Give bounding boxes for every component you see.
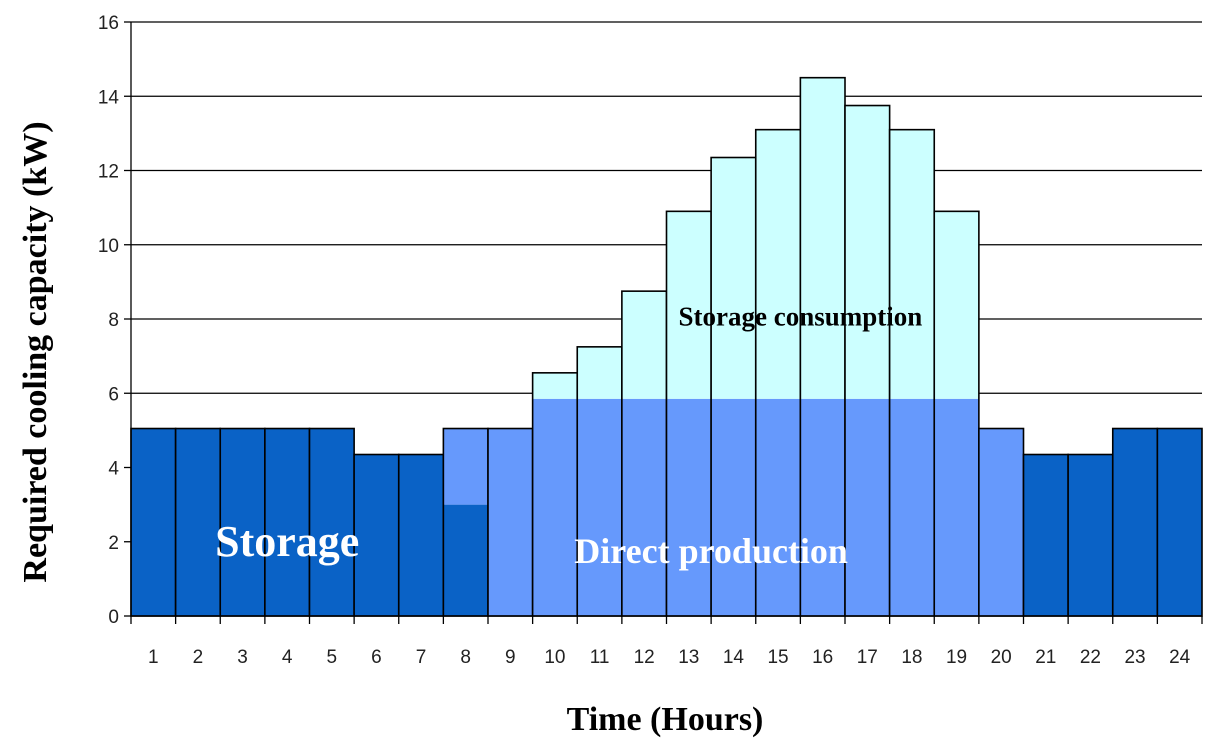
- annotations: Storage Direct production Storage consumpt…: [215, 302, 922, 572]
- y-tick-label: 8: [108, 310, 119, 331]
- x-tick-label: 18: [901, 647, 922, 668]
- annotation-storage-consumption: Storage consumption: [678, 302, 922, 332]
- x-tick-label: 17: [857, 647, 878, 668]
- bar-direct-production-8: [443, 428, 488, 505]
- bar-storage-8: [443, 504, 488, 616]
- bar-storage-23: [1112, 428, 1158, 616]
- x-tick-label: 5: [327, 647, 338, 668]
- bar-storage-4: [264, 428, 310, 616]
- x-tick-label: 21: [1035, 647, 1056, 668]
- bar-direct-production-19: [934, 398, 979, 616]
- x-tick-label: 8: [460, 647, 471, 668]
- bar-storage-3: [220, 428, 265, 616]
- bar-storage-consumption-14: [711, 157, 756, 399]
- x-tick-label: 3: [237, 647, 248, 668]
- x-tick-label: 13: [678, 647, 699, 668]
- bar-storage-consumption-16: [800, 77, 845, 399]
- y-tick-label: 14: [98, 87, 120, 108]
- x-tick-label: 2: [193, 647, 204, 668]
- y-tick-label: 2: [108, 533, 119, 554]
- bar-storage-consumption-11: [577, 346, 622, 399]
- x-tick-label: 20: [991, 647, 1012, 668]
- x-tick-label: 7: [416, 647, 427, 668]
- x-tick-label: 9: [505, 647, 516, 668]
- bar-direct-production-11: [577, 398, 622, 616]
- y-tick-label: 0: [108, 607, 119, 628]
- x-tick-label: 6: [371, 647, 382, 668]
- bar-storage-consumption-10: [532, 372, 578, 399]
- y-axis-label: Required cooling capacity (kW): [17, 121, 54, 582]
- annotation-storage: Storage: [215, 517, 359, 566]
- bar-storage-22: [1068, 454, 1113, 616]
- x-tick-label: 1: [148, 647, 159, 668]
- bar-direct-production-9: [488, 428, 533, 616]
- bar-storage-consumption-18: [889, 129, 935, 399]
- bar-direct-production-12: [621, 398, 667, 616]
- bar-storage-7: [398, 454, 444, 616]
- bar-storage-1: [131, 428, 176, 616]
- x-tick-labels: 1 2 3 4 5 6 7 8 9 10 11 12 13 14 15 16 17 18 19 20 21 22 23 24: [148, 647, 1191, 668]
- y-tick-labels: 0 2 4 6 8 10 12 14 16: [98, 13, 120, 628]
- bar-storage-5: [309, 428, 355, 616]
- bar-storage-consumption-19: [934, 211, 979, 399]
- x-tick-label: 23: [1124, 647, 1145, 668]
- bar-direct-production-10: [532, 398, 578, 616]
- y-tick-label: 10: [98, 236, 119, 257]
- x-tick-label: 10: [544, 647, 565, 668]
- y-tick-label: 12: [98, 162, 119, 183]
- bar-direct-production-15: [755, 398, 801, 616]
- x-tick-label: 22: [1080, 647, 1101, 668]
- bar-storage-consumption-15: [755, 129, 801, 399]
- axes: [124, 21, 1203, 624]
- bar-direct-production-13: [666, 398, 712, 616]
- x-tick-label: 19: [946, 647, 967, 668]
- y-tick-label: 4: [108, 459, 119, 480]
- bar-direct-production-14: [711, 398, 756, 616]
- bar-direct-production-17: [845, 398, 890, 616]
- annotation-direct-production: Direct production: [574, 531, 848, 571]
- bar-storage-consumption-17: [845, 105, 890, 399]
- x-tick-label: 4: [282, 647, 293, 668]
- x-tick-label: 11: [590, 647, 610, 668]
- bar-storage-consumption-12: [621, 291, 667, 399]
- bar-direct-production-16: [800, 398, 845, 616]
- y-tick-label: 6: [108, 384, 119, 405]
- bars: [130, 76, 1203, 617]
- x-tick-label: 24: [1169, 647, 1191, 668]
- bar-storage-consumption-13: [666, 211, 712, 399]
- bar-direct-production-20: [978, 428, 1024, 616]
- bar-storage-24: [1157, 428, 1202, 616]
- bar-storage-21: [1023, 454, 1069, 616]
- bar-storage-2: [175, 428, 221, 616]
- x-axis-label: Time (Hours): [567, 701, 764, 738]
- x-tick-label: 12: [634, 647, 655, 668]
- x-tick-label: 15: [767, 647, 788, 668]
- bar-direct-production-18: [889, 398, 935, 616]
- bar-storage-6: [354, 454, 399, 616]
- y-tick-label: 16: [98, 13, 119, 34]
- x-tick-label: 14: [723, 647, 745, 668]
- x-tick-label: 16: [812, 647, 833, 668]
